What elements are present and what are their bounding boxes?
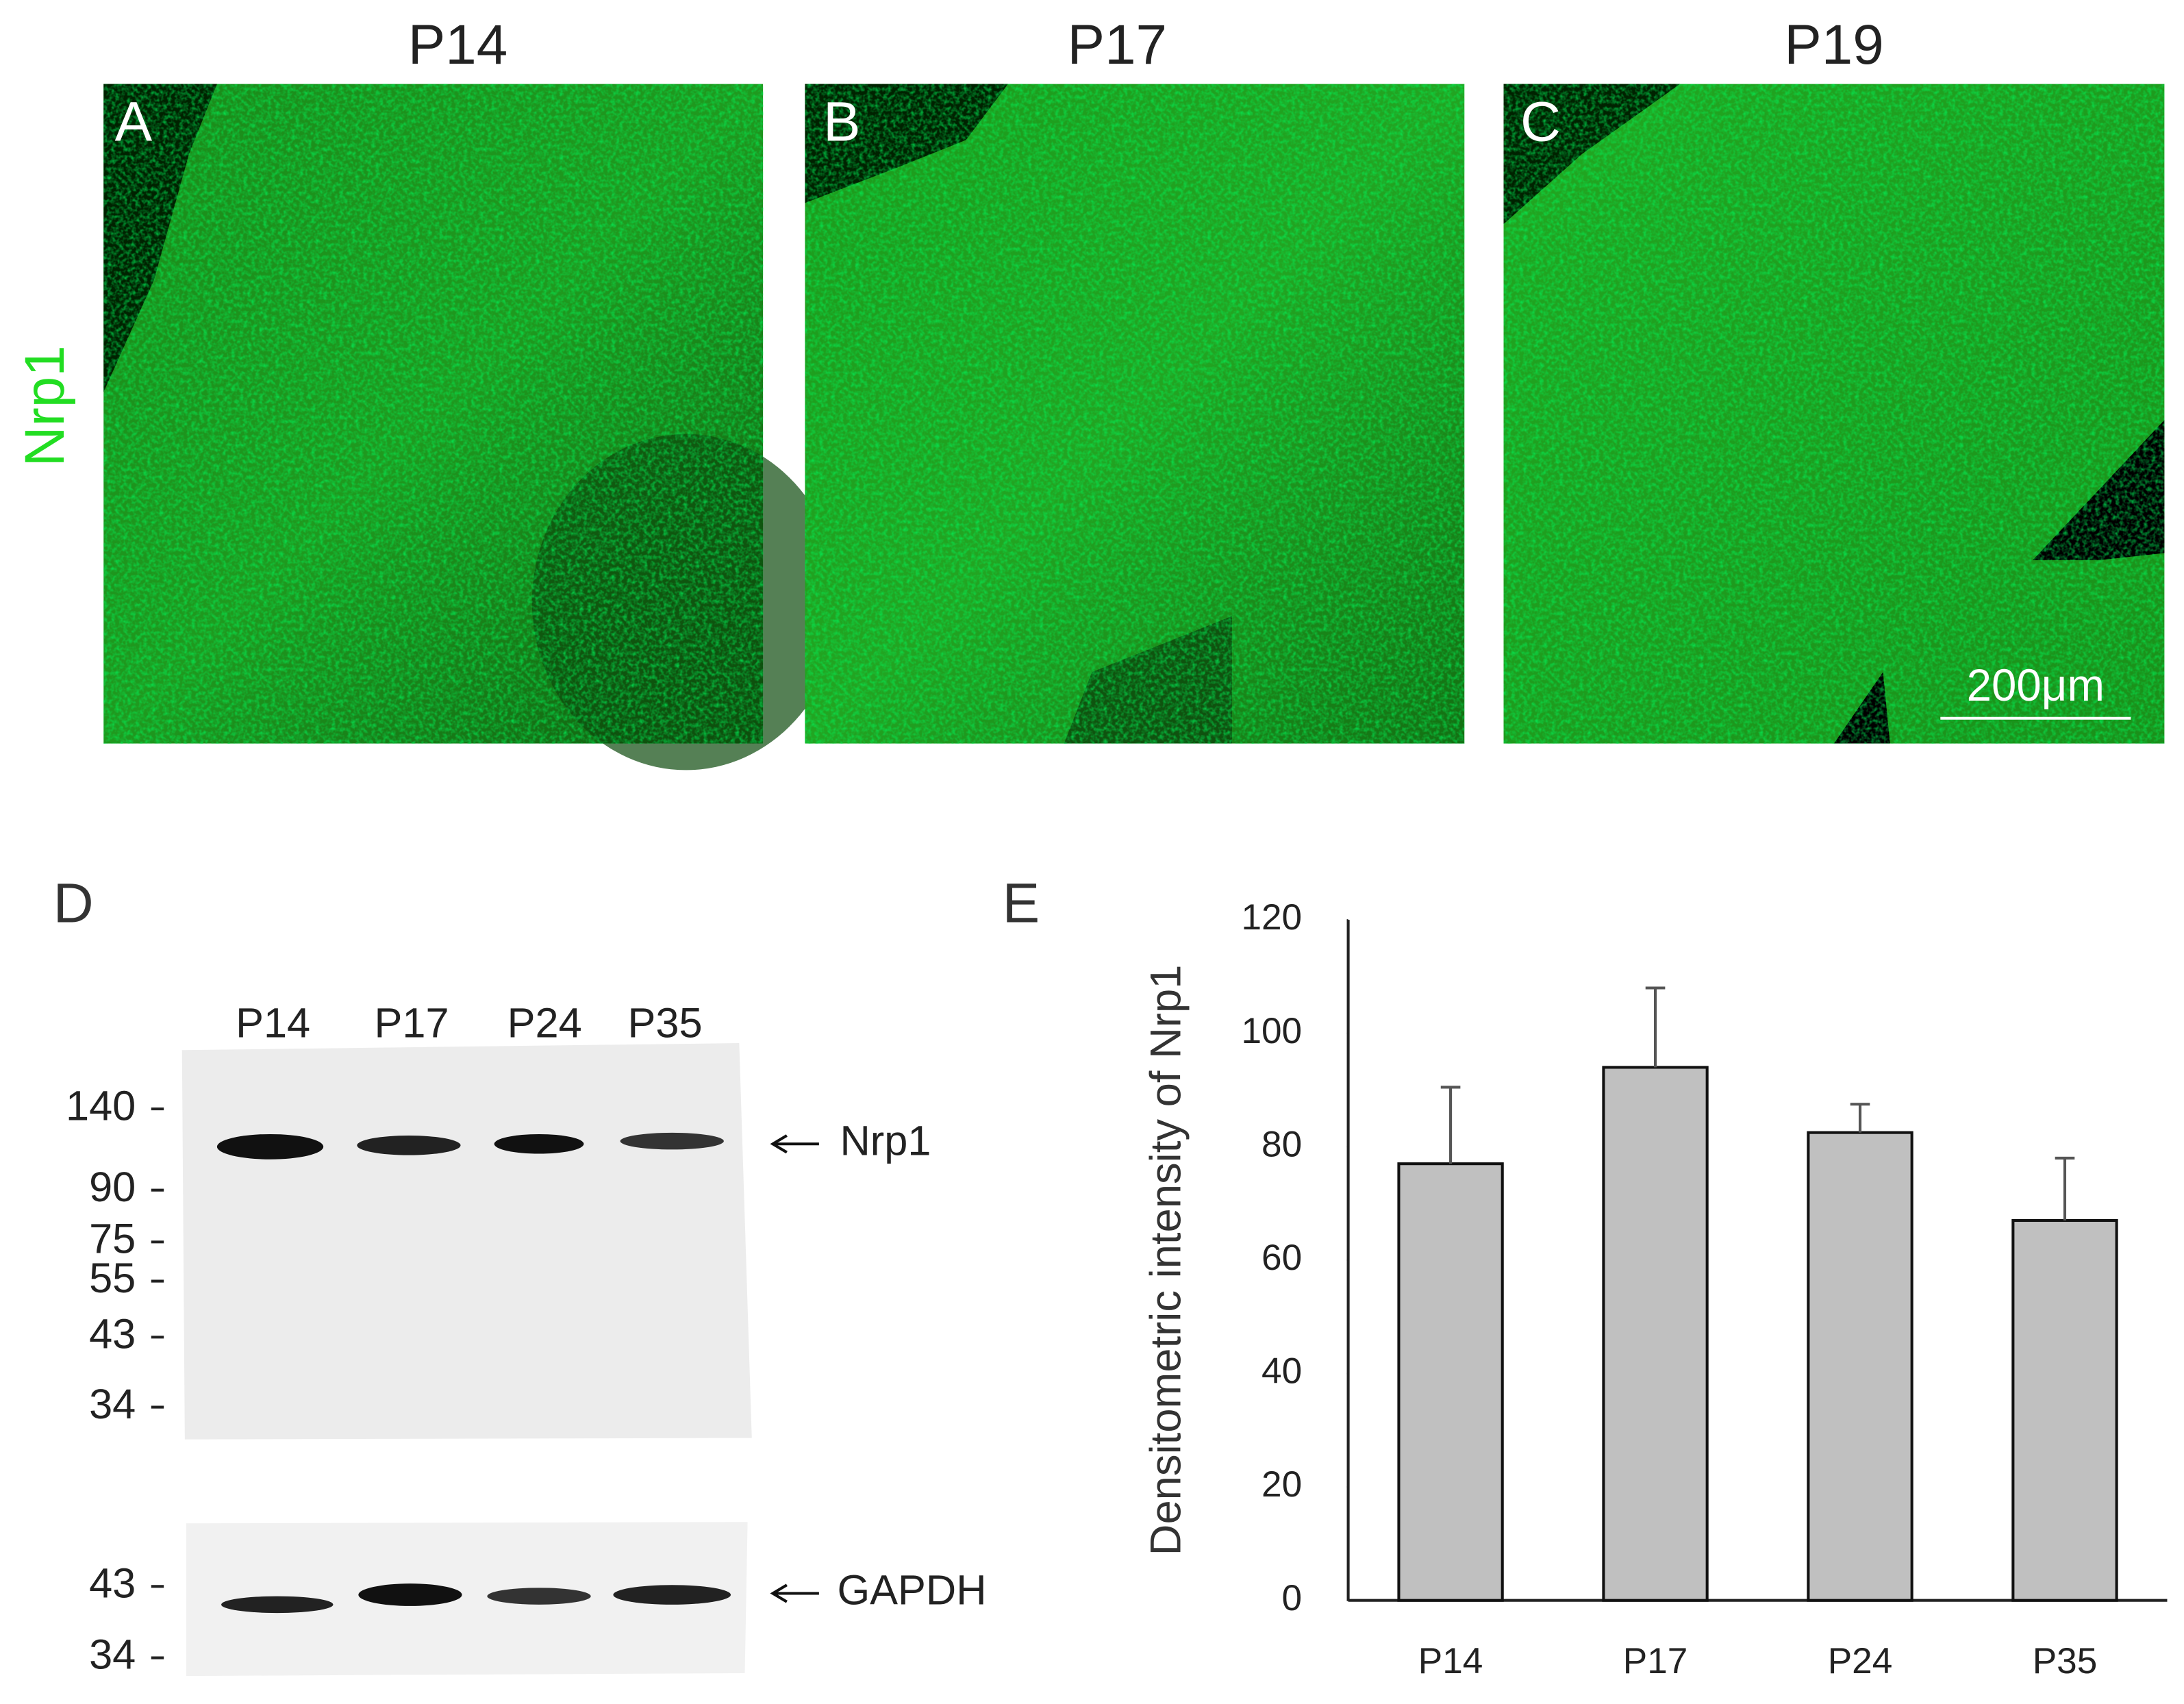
- y-tick-label: 120: [1241, 897, 1302, 938]
- band-label: Nrp1: [840, 1116, 931, 1164]
- panel-title: P17: [1068, 14, 1167, 76]
- x-tick-label: P35: [2033, 1641, 2098, 1681]
- marker-label: 43: [89, 1559, 136, 1606]
- marker-label: 75: [89, 1215, 136, 1262]
- y-tick-label: 40: [1262, 1351, 1302, 1392]
- lane-label: P17: [374, 999, 449, 1047]
- y-tick-label: 0: [1282, 1578, 1303, 1618]
- lane-label: P35: [627, 999, 702, 1047]
- lane-label: P14: [236, 999, 310, 1047]
- y-tick-label: 80: [1262, 1124, 1302, 1164]
- panel-letter: B: [823, 91, 861, 153]
- y-tick-label: 60: [1262, 1238, 1302, 1278]
- blot-membrane: [186, 1522, 748, 1677]
- x-tick-label: P24: [1828, 1641, 1893, 1681]
- marker-label: 34: [89, 1380, 136, 1427]
- marker-label: 90: [89, 1163, 136, 1210]
- lane-label: P24: [507, 999, 582, 1047]
- band-label: GAPDH: [837, 1566, 986, 1614]
- marker-label: 43: [89, 1310, 136, 1357]
- marker-label: 55: [89, 1254, 136, 1301]
- marker-label: 34: [89, 1631, 136, 1678]
- x-tick-label: P14: [1418, 1641, 1483, 1681]
- blot-membrane: [181, 1043, 752, 1440]
- micrograph-b: [805, 84, 1465, 744]
- panel-title: P19: [1784, 14, 1883, 76]
- y-tick-label: 20: [1262, 1464, 1302, 1505]
- bar: [1807, 1131, 1913, 1602]
- panel-letter: E: [1003, 872, 1040, 934]
- panel-letter: A: [115, 91, 153, 153]
- panel-letter: C: [1520, 91, 1561, 153]
- row-label: Nrp1: [14, 345, 76, 466]
- micrograph-a: [103, 84, 840, 770]
- y-axis-label: Densitometric intensity of Nrp1: [1142, 965, 1190, 1556]
- bar: [2011, 1218, 2118, 1602]
- y-tick-label: 100: [1241, 1011, 1302, 1051]
- x-tick-label: P17: [1623, 1641, 1688, 1681]
- scale-bar-label: 200μm: [1967, 660, 2105, 710]
- panel-letter: D: [53, 872, 94, 934]
- blot-bands: [216, 1132, 731, 1614]
- bar: [1397, 1162, 1504, 1602]
- marker-label: 140: [66, 1081, 136, 1129]
- micrograph-c: [1503, 84, 2165, 744]
- bar: [1602, 1066, 1709, 1602]
- panel-title: P14: [408, 14, 507, 76]
